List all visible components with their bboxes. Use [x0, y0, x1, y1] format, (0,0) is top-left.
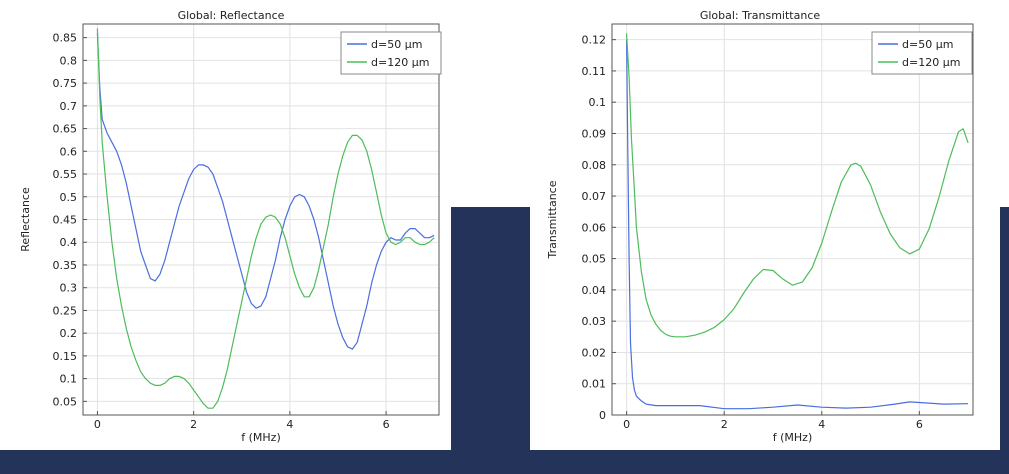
y-tick-label: 0.55 [53, 168, 78, 181]
x-tick-label: 6 [916, 418, 923, 431]
y-tick-label: 0.2 [60, 327, 78, 340]
y-tick-label: 0.6 [60, 145, 78, 158]
y-tick-label: 0.4 [60, 236, 78, 249]
y-tick-label: 0.05 [582, 253, 607, 266]
x-tick-label: 2 [190, 418, 197, 431]
x-tick-label: 4 [818, 418, 825, 431]
legend-entry: d=50 μm [902, 38, 953, 51]
y-tick-label: 0.09 [582, 127, 607, 140]
y-tick-label: 0.1 [60, 373, 78, 386]
y-axis-label: Reflectance [19, 187, 32, 252]
y-tick-label: 0.35 [53, 259, 78, 272]
y-tick-label: 0.75 [53, 77, 78, 90]
y-tick-label: 0.8 [60, 54, 78, 67]
x-tick-label: 6 [383, 418, 390, 431]
chart-title: Global: Transmittance [700, 9, 821, 22]
series-line-d50 [96, 33, 435, 350]
plot-area [612, 24, 973, 415]
x-tick-label: 0 [623, 418, 630, 431]
legend: d=50 μm d=120 μm [871, 31, 973, 75]
legend-entry: d=50 μm [371, 38, 422, 51]
series-line-d120 [626, 33, 969, 338]
y-tick-label: 0.11 [582, 65, 607, 78]
y-tick-label: 0.15 [53, 350, 78, 363]
transmittance-chart: 0 2 4 6 0 0.01 0.02 0.03 0.04 0.05 0.06 0.07 0.08 0.0… [546, 9, 974, 444]
x-tick-label: 4 [286, 418, 293, 431]
y-tick-label: 0.05 [53, 395, 78, 408]
axes-frame [611, 23, 974, 416]
series-line-d120 [96, 28, 435, 409]
reflectance-chart-panel: 0 2 4 6 0.05 0.1 0.15 0.2 0.25 0.3 0.35 0.4 0.45 0.5 0… [0, 0, 451, 450]
y-tick-label: 0.04 [582, 284, 607, 297]
series-line-d50 [626, 39, 969, 410]
legend: d=50 μm d=120 μm [340, 31, 442, 75]
y-tick-label: 0.85 [53, 32, 78, 45]
y-tick-label: 0.12 [582, 34, 607, 47]
y-tick-label: 0.65 [53, 123, 78, 136]
y-axis-label: Transmittance [546, 180, 559, 259]
y-tick-label: 0.01 [582, 378, 607, 391]
x-axis-label: f (MHz) [241, 431, 281, 444]
y-tick-label: 0.45 [53, 214, 78, 227]
transmittance-chart-panel: 0 2 4 6 0 0.01 0.02 0.03 0.04 0.05 0.06 0.07 0.08 0.0… [530, 0, 1000, 450]
chart-title: Global: Reflectance [178, 9, 285, 22]
y-tick-label: 0.06 [582, 221, 607, 234]
y-tick-label: 0.03 [582, 315, 607, 328]
y-tick-label: 0.08 [582, 159, 607, 172]
y-tick-label: 0.5 [60, 191, 78, 204]
y-tick-label: 0.1 [589, 96, 607, 109]
y-tick-label: 0.07 [582, 190, 607, 203]
legend-entry: d=120 μm [371, 56, 429, 69]
y-tick-label: 0.3 [60, 282, 78, 295]
y-tick-label: 0.25 [53, 304, 78, 317]
legend-box [340, 31, 442, 75]
y-tick-label: 0 [599, 409, 606, 422]
x-tick-label: 2 [721, 418, 728, 431]
reflectance-chart: 0 2 4 6 0.05 0.1 0.15 0.2 0.25 0.3 0.35 0.4 0.45 0.5 0… [19, 9, 442, 444]
x-tick-label: 0 [94, 418, 101, 431]
y-tick-label: 0.7 [60, 100, 78, 113]
y-tick-label: 0.02 [582, 346, 607, 359]
legend-box [871, 31, 973, 75]
legend-entry: d=120 μm [902, 56, 960, 69]
x-axis-label: f (MHz) [773, 431, 813, 444]
